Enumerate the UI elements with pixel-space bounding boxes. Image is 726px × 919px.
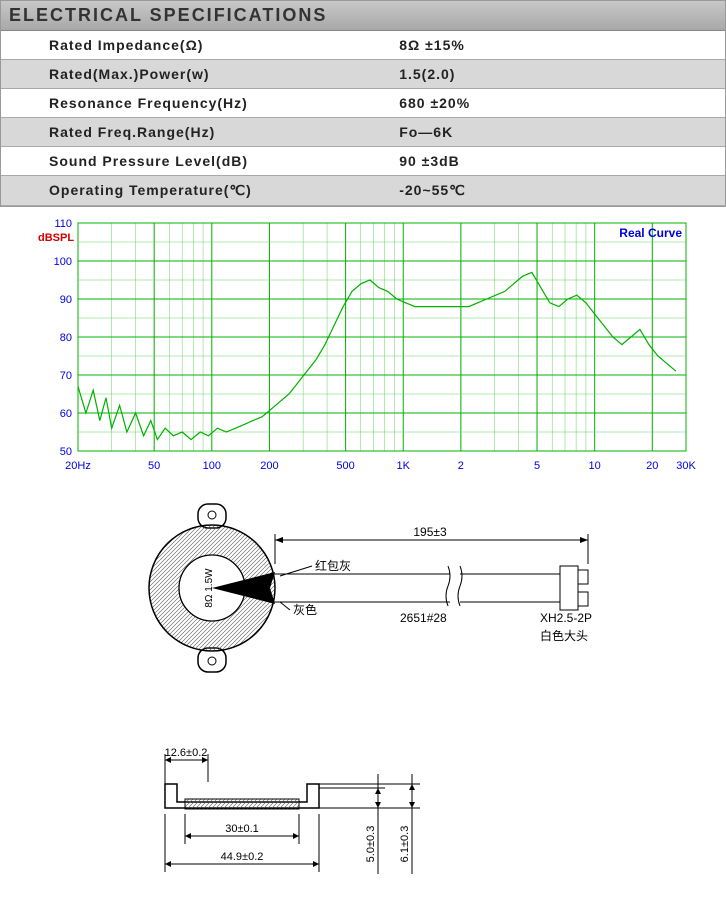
svg-text:80: 80 [60,332,72,344]
svg-text:20: 20 [646,460,658,472]
svg-text:100: 100 [54,256,72,268]
svg-text:60: 60 [60,408,72,420]
spec-label: Sound Pressure Level(dB) [1,147,399,176]
svg-text:5: 5 [534,460,540,472]
svg-text:90: 90 [60,294,72,306]
svg-text:70: 70 [60,370,72,382]
spec-label: Rated Impedance(Ω) [1,31,399,60]
table-row: Rated(Max.)Power(w)1.5(2.0) [1,60,725,89]
spec-label: Rated Freq.Range(Hz) [1,118,399,147]
mechanical-diagrams: 8Ω 1.5W 195±3 红包灰 灰色 2651#28 X [0,484,726,919]
specs-header: ELECTRICAL SPECIFICATIONS [1,1,725,31]
spec-label: Rated(Max.)Power(w) [1,60,399,89]
table-row: Sound Pressure Level(dB)90 ±3dB [1,147,725,176]
table-row: Rated Impedance(Ω)8Ω ±15% [1,31,725,60]
label-connector-color: 白色大头 [540,628,588,643]
spec-value: Fo—6K [399,118,725,147]
label-grey: 灰色 [293,603,317,617]
chart-svg: 20Hz 50 100 200 500 1K 2 5 10 20 30K 50 60 70 80 90 100 1… [30,215,696,475]
freq-response-chart: 20Hz 50 100 200 500 1K 2 5 10 20 30K 50 60 70 80 90 100 1… [0,207,726,484]
svg-text:Real Curve: Real Curve [619,226,682,240]
svg-text:dBSPL: dBSPL [38,232,74,244]
spec-value: -20~55℃ [399,176,725,206]
dim-wire-length: 195±3 [413,525,447,539]
spec-value: 1.5(2.0) [399,60,725,89]
spec-value: 680 ±20% [399,89,725,118]
table-row: Resonance Frequency(Hz)680 ±20% [1,89,725,118]
table-row: Rated Freq.Range(Hz)Fo—6K [1,118,725,147]
svg-text:30K: 30K [676,460,696,472]
dim-44-9: 44.9±0.2 [221,851,264,863]
spec-value: 90 ±3dB [399,147,725,176]
specs-table: Rated Impedance(Ω)8Ω ±15% Rated(Max.)Pow… [1,31,725,206]
dim-6-1: 6.1±0.3 [399,826,411,863]
svg-text:1K: 1K [396,460,410,472]
dim-12-6: 12.6±0.2 [165,747,208,759]
dim-5-0: 5.0±0.3 [365,826,377,863]
svg-text:2: 2 [458,460,464,472]
label-wire-spec: 2651#28 [400,611,447,625]
svg-text:500: 500 [336,460,354,472]
dim-30: 30±0.1 [225,823,259,835]
svg-text:50: 50 [60,446,72,458]
svg-text:20Hz: 20Hz [65,460,91,472]
table-row: Operating Temperature(℃)-20~55℃ [1,176,725,206]
spec-label: Resonance Frequency(Hz) [1,89,399,118]
spec-label: Operating Temperature(℃) [1,176,399,206]
label-red: 红包灰 [315,558,351,573]
specs-section: ELECTRICAL SPECIFICATIONS Rated Impedanc… [0,0,726,207]
spec-value: 8Ω ±15% [399,31,725,60]
svg-text:100: 100 [203,460,221,472]
label-connector: XH2.5-2P [540,611,592,625]
svg-text:200: 200 [260,460,278,472]
svg-text:50: 50 [148,460,160,472]
speaker-text: 8Ω 1.5W [204,568,215,608]
diagram-svg: 8Ω 1.5W 195±3 红包灰 灰色 2651#28 X [140,494,660,894]
svg-text:10: 10 [589,460,601,472]
svg-text:110: 110 [54,218,72,230]
